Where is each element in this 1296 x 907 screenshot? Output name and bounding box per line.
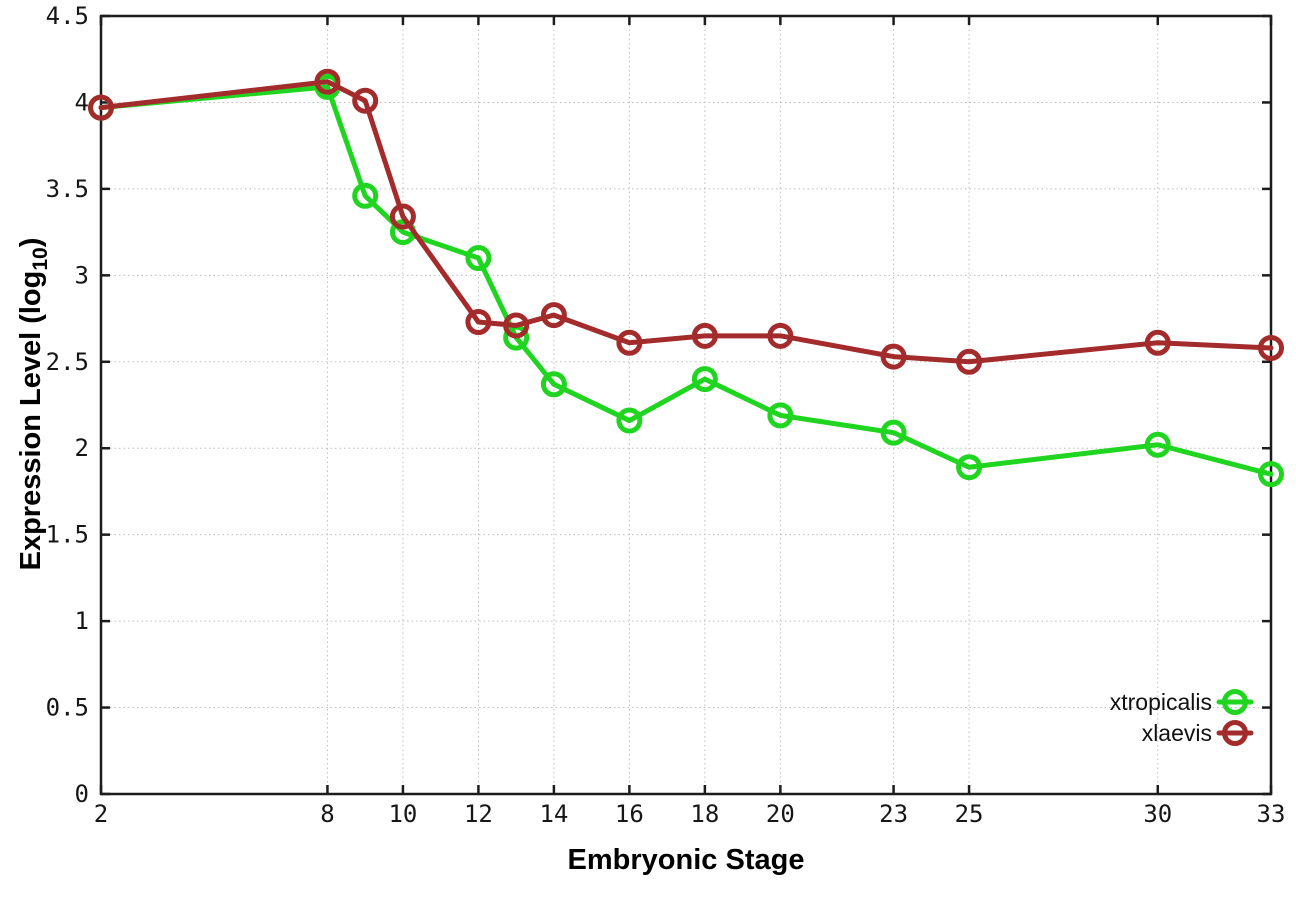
legend-marker-sample [1222, 720, 1248, 746]
y-tick-label: 3 [75, 261, 89, 289]
data-point-marker [880, 343, 907, 370]
data-point-marker [956, 348, 983, 375]
grid-layer [100, 15, 1272, 795]
x-tick-label: 23 [879, 800, 908, 828]
series-xtropicalis [88, 73, 1284, 488]
data-point-marker [88, 94, 114, 121]
data-point-marker [880, 419, 907, 446]
legend-marker-sample [1222, 689, 1248, 715]
data-point-marker [616, 329, 643, 356]
y-axis-label-main: Expression Level (log [15, 271, 47, 571]
x-tick-label: 33 [1257, 800, 1286, 828]
data-point-marker [389, 203, 416, 230]
y-tick-label: 3.5 [46, 175, 89, 203]
x-tick-label: 20 [766, 800, 795, 828]
tick-label-layer: 2 8 10 12 14 16 18 20 23 25 30 33 0 0.5 1 1.5 2 2.5 3 3.5 4 4… [46, 2, 1286, 828]
x-tick-label: 16 [615, 800, 644, 828]
data-point-marker [1144, 329, 1171, 356]
legend-item-xlaevis: xlaevis [1142, 720, 1254, 746]
series-xlaevis [88, 68, 1284, 375]
tick-layer [99, 14, 1273, 796]
data-point-marker [352, 87, 379, 114]
y-tick-label: 0 [75, 780, 89, 808]
y-axis-label: Expression Level (log10) [15, 238, 52, 571]
legend-label-xlaevis: xlaevis [1142, 720, 1212, 746]
y-tick-label: 2.5 [46, 348, 89, 376]
x-axis-label: Embryonic Stage [568, 844, 805, 876]
plot-border [99, 14, 1273, 796]
data-point-marker [1258, 461, 1284, 488]
series-line-xlaevis [98, 79, 1274, 365]
data-point-marker [503, 312, 530, 339]
data-point-marker [691, 366, 718, 393]
data-point-marker [1258, 334, 1284, 361]
y-tick-label: 1.5 [46, 521, 89, 549]
data-point-marker [616, 407, 643, 434]
y-tick-label: 4 [75, 88, 89, 116]
frame-layer [99, 14, 1273, 796]
x-tick-label: 25 [955, 800, 984, 828]
series-layer [88, 68, 1284, 488]
x-tick-label: 2 [94, 800, 108, 828]
series-line-xtropicalis [98, 84, 1274, 477]
data-point-marker [465, 245, 492, 272]
x-tick-label: 18 [690, 800, 719, 828]
y-tick-label: 1 [75, 607, 89, 635]
data-point-marker [767, 322, 794, 349]
y-axis-label-end: ) [15, 238, 47, 248]
data-point-marker [314, 68, 341, 95]
data-point-marker [767, 402, 794, 429]
data-point-marker [465, 309, 492, 336]
x-tick-label: 10 [388, 800, 417, 828]
legend: xtropicalis xlaevis [1110, 689, 1254, 746]
x-tick-label: 14 [539, 800, 568, 828]
y-tick-label: 4.5 [46, 2, 89, 30]
data-point-marker [691, 322, 718, 349]
data-point-marker [352, 182, 379, 209]
x-tick-label: 30 [1143, 800, 1172, 828]
data-point-marker [540, 302, 567, 329]
x-tick-label: 8 [320, 800, 334, 828]
x-tick-label: 12 [464, 800, 493, 828]
data-point-marker [540, 371, 567, 398]
legend-item-xtropicalis: xtropicalis [1110, 689, 1254, 715]
y-tick-label: 0.5 [46, 694, 89, 722]
y-tick-label: 2 [75, 434, 89, 462]
data-point-marker [956, 454, 983, 481]
y-axis-label-sub: 10 [29, 247, 52, 270]
legend-label-xtropicalis: xtropicalis [1110, 689, 1212, 715]
data-point-marker [1144, 431, 1171, 458]
